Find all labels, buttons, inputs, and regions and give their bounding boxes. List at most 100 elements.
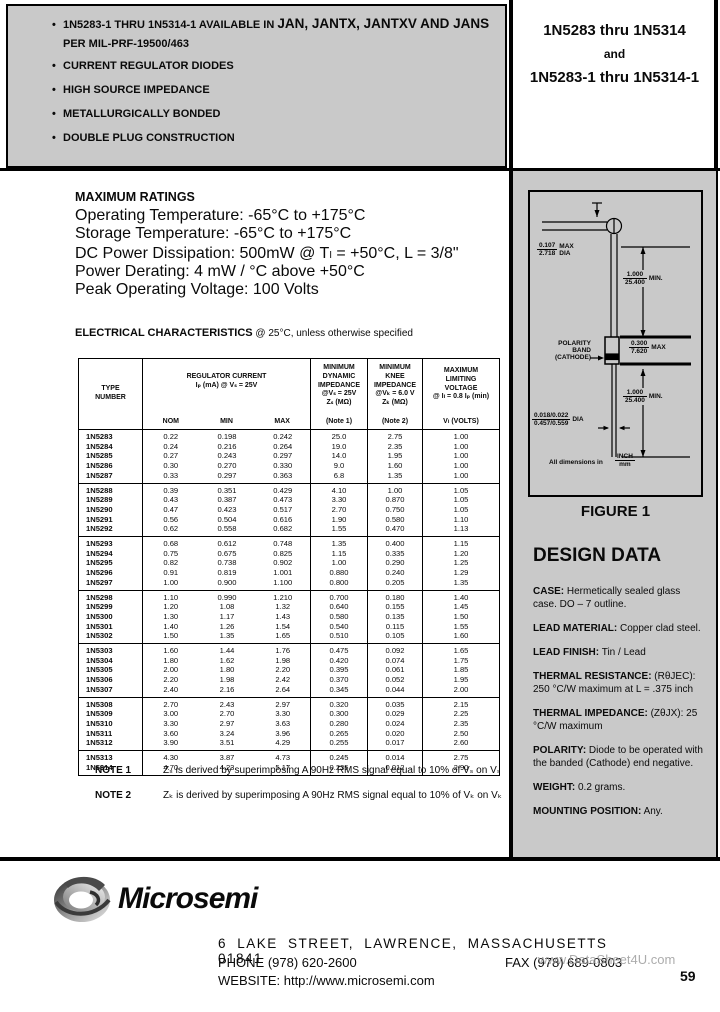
feature-bullet: • METALLURGICALLY BONDED bbox=[52, 108, 505, 120]
value-cell: 0.429 bbox=[255, 483, 311, 496]
value-cell: 1.001 bbox=[255, 568, 311, 578]
type-number-cell: 1N5284 bbox=[78, 441, 143, 452]
value-cell: 0.235 bbox=[310, 762, 368, 776]
value-cell: 0.738 bbox=[217, 558, 237, 568]
type-number-cell: 1N5307 bbox=[78, 684, 143, 698]
value-cell: 0.880 bbox=[310, 568, 368, 578]
value-cell: 0.092 bbox=[367, 643, 423, 656]
bullet-icon: • bbox=[52, 19, 56, 31]
part-number-title-box: 1N5283 thru 1N5314 and 1N5283-1 thru 1N5… bbox=[509, 0, 716, 168]
value-cell: 3.96 bbox=[255, 728, 311, 739]
feature-bullet-availability: • 1N5283-1 THRU 1N5314-1 AVAILABLE IN JA… bbox=[52, 16, 505, 31]
value-cell: 0.074 bbox=[367, 655, 423, 666]
value-cell: 2.20 bbox=[255, 665, 311, 676]
value-cell: 1.00 bbox=[310, 558, 368, 569]
value-cell: 0.62 bbox=[142, 524, 199, 538]
value-cell: 1.45 bbox=[453, 602, 469, 612]
value-cell: 0.297 bbox=[255, 451, 311, 462]
value-cell: 1.55 bbox=[453, 621, 469, 631]
value-cell: 3.24 bbox=[219, 728, 235, 738]
value-cell: 0.47 bbox=[163, 504, 179, 514]
feature-bullet: • HIGH SOURCE IMPEDANCE bbox=[52, 84, 505, 96]
header-sub-label: MAX bbox=[274, 418, 290, 426]
value-cell: 1.50 bbox=[142, 631, 199, 645]
header-limiting-voltage: MAXIMUM LIMITING VOLTAGE @ Iₗ = 0.8 Iₚ (min… bbox=[422, 358, 500, 430]
value-cell: 0.216 bbox=[217, 441, 237, 451]
page-title-line1: 1N5283 thru 1N5314 bbox=[543, 22, 686, 39]
value-cell: 0.387 bbox=[217, 495, 237, 505]
value-cell: 0.345 bbox=[310, 684, 368, 698]
value-cell: 2.40 bbox=[142, 684, 199, 698]
value-cell: 0.24 bbox=[163, 441, 179, 451]
value-cell: 0.264 bbox=[255, 441, 311, 452]
value-cell: 0.22 bbox=[163, 432, 179, 441]
microsemi-logo: Microsemi bbox=[52, 872, 258, 926]
type-number-cell: 1N5312 bbox=[78, 738, 143, 752]
type-number-cell: 1N5303 bbox=[78, 643, 143, 656]
microsemi-logo-text: Microsemi bbox=[118, 882, 258, 915]
design-data-item: WEIGHT: 0.2 grams. bbox=[533, 781, 705, 794]
value-cell: 1.85 bbox=[453, 665, 469, 675]
value-cell: 25.0 bbox=[310, 429, 368, 442]
value-cell: 3.60 bbox=[163, 728, 179, 738]
value-cell: 0.504 bbox=[217, 514, 237, 524]
datasheet4u-watermark: www.DataSheet4U.com bbox=[538, 952, 676, 967]
design-data-label: WEIGHT: bbox=[533, 782, 576, 793]
value-cell: 0.580 bbox=[310, 611, 368, 622]
type-number-cell: 1N5292 bbox=[78, 524, 143, 538]
page-number: 59 bbox=[680, 968, 696, 984]
table-row: 1N5294 0.75 0.675 0.825 1.15 0.335 1.20 bbox=[78, 548, 500, 559]
electrical-characteristics-table: TYPE NUMBER REGULATOR CURRENT Iₚ (mA) @ V… bbox=[78, 358, 500, 776]
feature-text: METALLURGICALLY BONDED bbox=[63, 108, 221, 120]
type-number-cell: 1N5313 bbox=[78, 750, 143, 763]
value-cell: 1.20 bbox=[453, 548, 469, 558]
value-cell: 0.280 bbox=[310, 718, 368, 729]
table-row: 1N5314 4.70 4.23 5.17 0.235 0.012 2.90 bbox=[78, 762, 500, 776]
value-cell: 1.76 bbox=[255, 643, 311, 656]
value-cell: 0.517 bbox=[255, 504, 311, 515]
value-cell: 2.43 bbox=[219, 699, 235, 709]
value-cell: 0.044 bbox=[367, 684, 423, 698]
bullet-icon: • bbox=[52, 132, 56, 144]
value-cell: 0.56 bbox=[163, 514, 179, 524]
value-cell: 1.50 bbox=[453, 611, 469, 621]
table-row: 1N5296 0.91 0.819 1.001 0.880 0.240 1.29 bbox=[78, 568, 500, 578]
value-cell: 0.470 bbox=[367, 524, 423, 538]
feature-text: CURRENT REGULATOR DIODES bbox=[63, 60, 234, 72]
value-cell: 1.05 bbox=[453, 504, 469, 514]
value-cell: 3.30 bbox=[310, 495, 368, 505]
header-sub-label: MIN bbox=[220, 418, 233, 426]
value-cell: 1.60 bbox=[367, 461, 423, 471]
value-cell: 0.029 bbox=[367, 709, 423, 719]
value-cell: 1.43 bbox=[255, 611, 311, 622]
value-cell: 3.00 bbox=[163, 709, 179, 719]
value-cell: 0.420 bbox=[310, 655, 368, 666]
table-row: 1N5300 1.30 1.17 1.43 0.580 0.135 1.50 bbox=[78, 611, 500, 622]
note-2: NOTE 2 Zₖ is derived by superimposing A 9… bbox=[95, 790, 503, 801]
type-number-cell: 1N5290 bbox=[78, 504, 143, 515]
design-data-item: CASE: Hermetically sealed glass case. DO… bbox=[533, 585, 705, 611]
value-cell: 0.205 bbox=[367, 577, 423, 591]
value-cell: 0.640 bbox=[310, 602, 368, 612]
value-cell: 0.242 bbox=[255, 429, 311, 442]
value-cell: 1.98 bbox=[255, 655, 311, 666]
table-row: 1N5305 2.00 1.80 2.20 0.395 0.061 1.85 bbox=[78, 665, 500, 676]
phone-number: PHONE (978) 620-2600 bbox=[218, 955, 357, 970]
value-cell: 1.80 bbox=[163, 655, 179, 665]
value-cell: 4.29 bbox=[255, 738, 311, 752]
table-row: 1N5307 2.40 2.16 2.64 0.345 0.044 2.00 bbox=[78, 684, 500, 698]
feature-bullet: • CURRENT REGULATOR DIODES bbox=[52, 60, 505, 72]
value-cell: 2.25 bbox=[453, 709, 469, 719]
design-data-item: LEAD FINISH: Tin / Lead bbox=[533, 646, 705, 659]
value-cell: 0.061 bbox=[367, 665, 423, 676]
value-cell: 1.10 bbox=[453, 514, 469, 524]
value-cell: 2.64 bbox=[255, 684, 311, 698]
header-knee-impedance: MINIMUM KNEE IMPEDANCE @Vₖ = 6.0 V Zₖ (MΩ) (… bbox=[367, 358, 423, 430]
design-data-label: CASE: bbox=[533, 586, 565, 597]
value-cell: 2.15 bbox=[453, 699, 469, 709]
design-data-text: (RθJEC): 250 °C/W maximum at L = .375 in… bbox=[533, 671, 696, 695]
type-number-cell: 1N5297 bbox=[78, 577, 143, 591]
website-url: WEBSITE: http://www.microsemi.com bbox=[218, 973, 435, 988]
type-number-cell: 1N5296 bbox=[78, 568, 143, 578]
